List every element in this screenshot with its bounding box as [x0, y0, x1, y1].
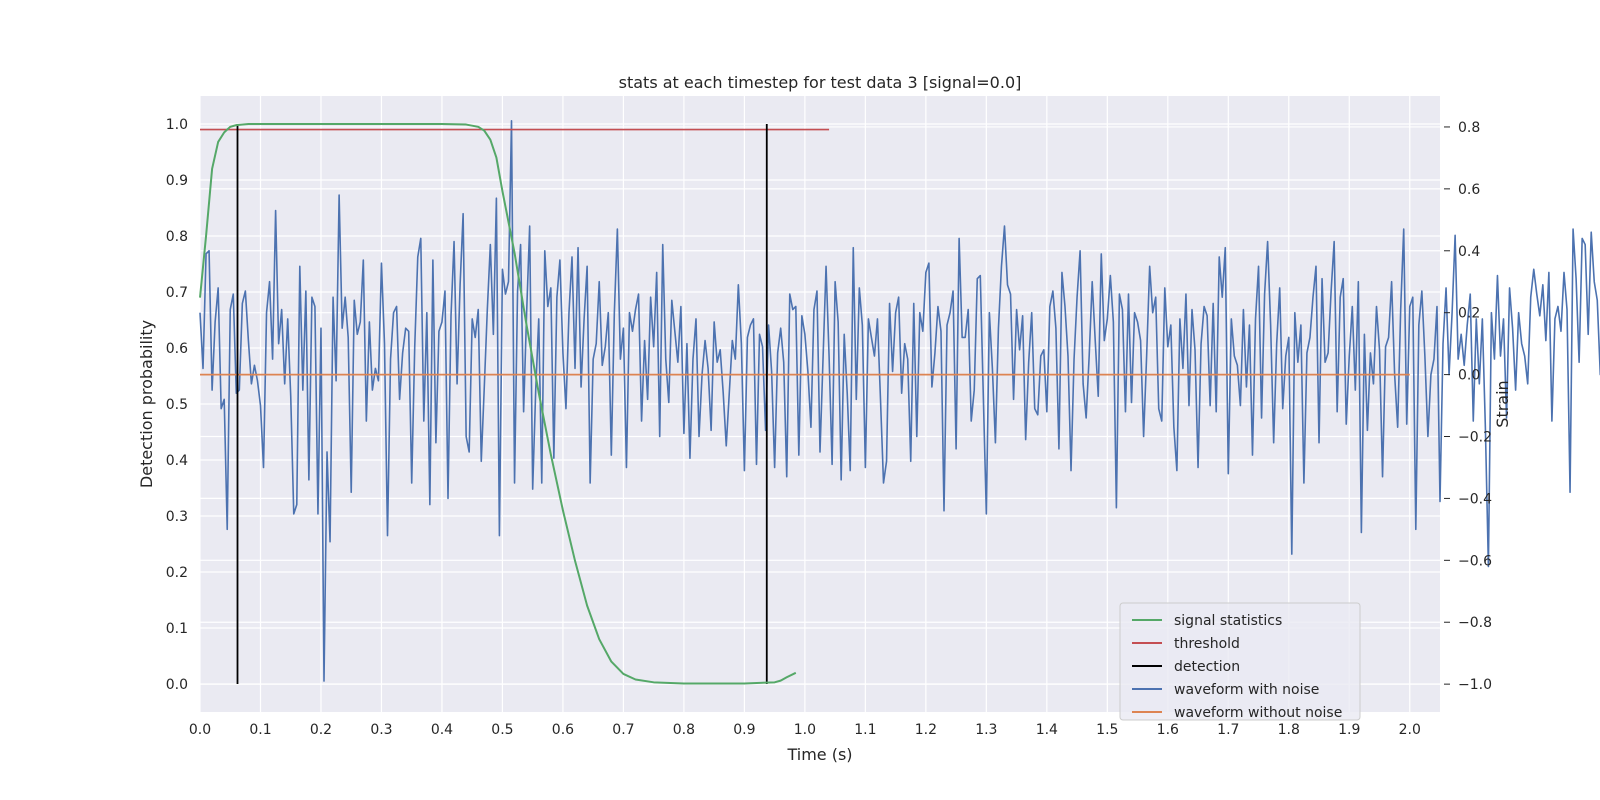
x-axis-label: Time (s) [786, 745, 852, 764]
x-tick-label: 1.7 [1217, 722, 1239, 738]
x-tick-label: 1.5 [1096, 722, 1118, 738]
x-tick-label: 1.8 [1278, 722, 1300, 738]
x-tick-label: 0.0 [189, 722, 211, 738]
y-left-tick-label: 0.2 [166, 565, 188, 581]
x-tick-label: 0.3 [370, 722, 392, 738]
y-left-tick-label: 0.3 [166, 509, 188, 525]
series-signal-statistics [199, 123, 797, 685]
x-tick-label: 1.1 [854, 722, 876, 738]
chart-title: stats at each timestep for test data 3 [… [619, 73, 1022, 92]
y-left-tick-label: 1.0 [166, 117, 188, 133]
x-tick-label: 2.0 [1399, 722, 1421, 738]
x-tick-label: 0.7 [612, 722, 634, 738]
y-right-tick-label: 0.4 [1458, 244, 1480, 260]
y-right-tick-label: −1.0 [1458, 677, 1492, 693]
legend-label: threshold [1174, 636, 1240, 652]
y-right-tick-label: −0.8 [1458, 615, 1492, 631]
x-tick-label: 0.1 [249, 722, 271, 738]
y-left-tick-label: 0.5 [166, 397, 188, 413]
series-layer [199, 119, 1600, 685]
legend-label: detection [1174, 659, 1240, 675]
y-right-tick-labels: −1.0 −0.8 −0.6 −0.4 −0.2 0.0 0.2 0.4 0.6 0.8 [1444, 120, 1492, 693]
y-right-axis-label: Strain [1493, 380, 1512, 427]
y-right-tick-label: −0.6 [1458, 553, 1492, 569]
x-tick-label: 1.9 [1338, 722, 1360, 738]
x-tick-label: 1.2 [915, 722, 937, 738]
y-right-tick-label: 0.6 [1458, 182, 1480, 198]
legend-label: signal statistics [1174, 613, 1282, 629]
y-left-tick-label: 0.0 [166, 677, 188, 693]
legend-box [1119, 602, 1361, 721]
y-right-tick-label: 0.0 [1458, 368, 1480, 384]
x-tick-label: 0.2 [310, 722, 332, 738]
legend: signal statistics threshold detection wavef… [1119, 602, 1361, 721]
x-tick-label: 1.0 [794, 722, 816, 738]
y-right-tick-label: −0.4 [1458, 491, 1492, 507]
y-left-tick-label: 0.8 [166, 229, 188, 245]
x-tick-label: 0.8 [673, 722, 695, 738]
x-tick-label: 0.6 [552, 722, 574, 738]
x-tick-label: 1.3 [975, 722, 997, 738]
x-tick-label: 0.9 [733, 722, 755, 738]
y-left-tick-label: 0.9 [166, 173, 188, 189]
x-tick-label: 0.5 [491, 722, 513, 738]
legend-label: waveform without noise [1174, 705, 1342, 721]
x-tick-label: 1.6 [1157, 722, 1179, 738]
y-right-tick-label: −0.2 [1458, 430, 1492, 446]
y-left-tick-label: 0.4 [166, 453, 188, 469]
y-right-tick-label: 0.2 [1458, 306, 1480, 322]
y-left-tick-labels: 0.0 0.1 0.2 0.3 0.4 0.5 0.6 0.7 0.8 0.9 1.0 [166, 117, 188, 693]
legend-label: waveform with noise [1174, 682, 1319, 698]
y-right-tick-label: 0.8 [1458, 120, 1480, 136]
y-left-tick-label: 0.1 [166, 621, 188, 637]
y-left-tick-label: 0.6 [166, 341, 188, 357]
y-left-tick-label: 0.7 [166, 285, 188, 301]
x-tick-label: 0.4 [431, 722, 453, 738]
y-left-axis-label: Detection probability [137, 320, 156, 488]
x-tick-labels: 0.0 0.1 0.2 0.3 0.4 0.5 0.6 0.7 0.8 0.9 1.0 1.1 1.2 1… [189, 722, 1421, 738]
x-tick-label: 1.4 [1036, 722, 1058, 738]
